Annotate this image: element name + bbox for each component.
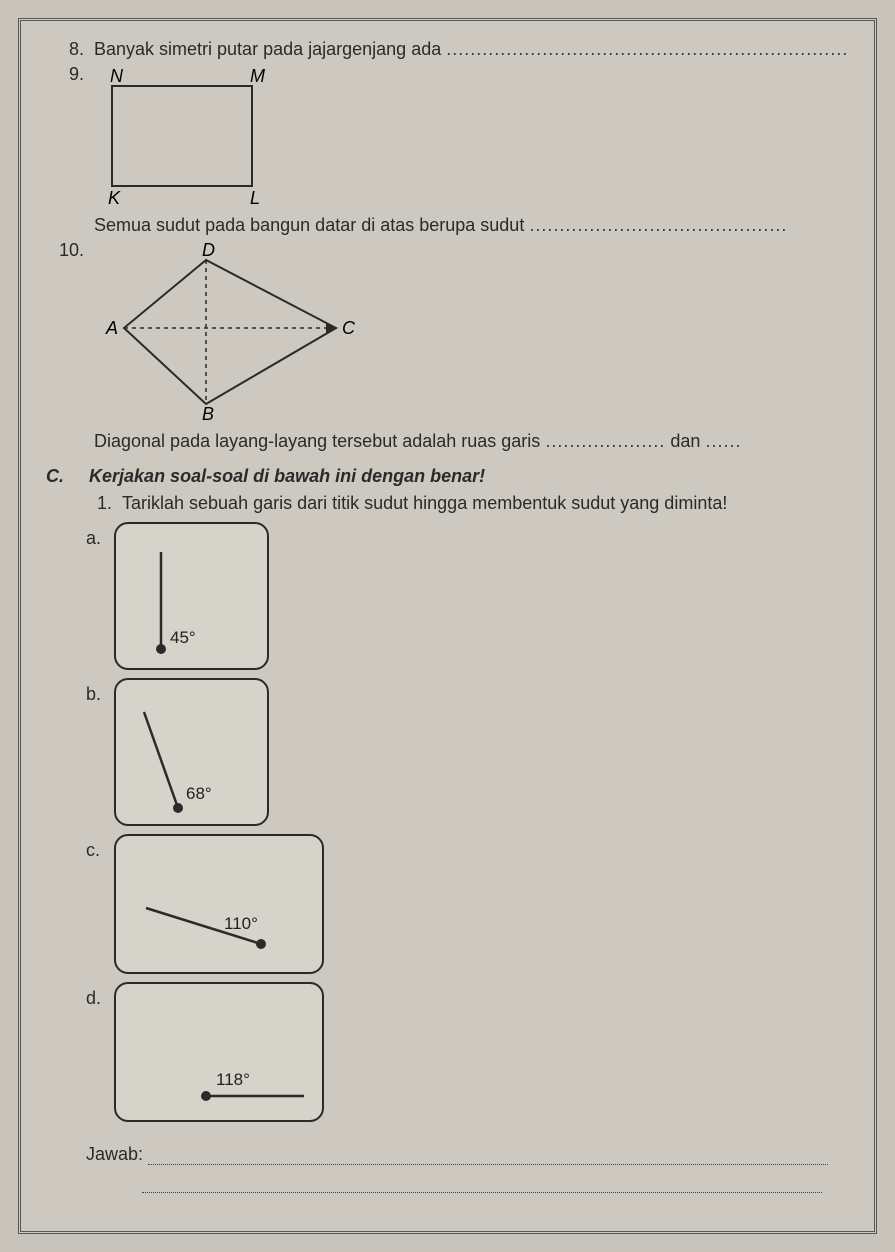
kite-label-A: A: [105, 318, 118, 338]
q9-body: N M K L Semua sudut pada bangun datar di…: [94, 64, 849, 236]
c1-c-angle: 110°: [224, 914, 258, 934]
q8-body: Banyak simetri putar pada jajargenjang a…: [94, 39, 849, 60]
c1-d-box[interactable]: 118°: [114, 982, 324, 1122]
c1-item-b: b. 68°: [86, 678, 849, 826]
jawab-row: Jawab:: [86, 1144, 849, 1165]
square-label-K: K: [108, 188, 121, 206]
c1-item-c: c. 110°: [86, 834, 849, 974]
c1-d-vertex: [201, 1091, 211, 1101]
c1-text: Tariklah sebuah garis dari titik sudut h…: [122, 493, 727, 514]
square-label-L: L: [250, 188, 260, 206]
c1-b-box[interactable]: 68°: [114, 678, 269, 826]
c1-c-box[interactable]: 110°: [114, 834, 324, 974]
jawab-line-2[interactable]: [142, 1165, 822, 1193]
kite-label-B: B: [202, 404, 214, 422]
q8-text: Banyak simetri putar pada jajargenjang a…: [94, 39, 441, 59]
kite-diagram: D A C B: [104, 242, 364, 422]
c1-d-angle: 118°: [216, 1070, 250, 1090]
c1-d-svg: [116, 984, 322, 1120]
c1-d-label: d.: [86, 982, 114, 1009]
jawab-line-1[interactable]: [148, 1164, 828, 1165]
c1-number: 1.: [84, 493, 122, 514]
page-frame: 8. Banyak simetri putar pada jajargenjan…: [18, 18, 877, 1234]
section-c-header: C. Kerjakan soal-soal di bawah ini denga…: [46, 466, 849, 487]
q9-text: Semua sudut pada bangun datar di atas be…: [94, 215, 524, 235]
square-label-N: N: [110, 66, 124, 86]
c1-c-vertex: [256, 939, 266, 949]
question-10: 10. D A C B Diagonal pada layang-layang …: [46, 240, 849, 452]
q10-blank2[interactable]: ......: [705, 431, 741, 451]
kite-shape: [124, 260, 336, 404]
c1-a-box[interactable]: 45°: [114, 522, 269, 670]
section-c-label: C.: [46, 466, 84, 487]
q9-blank[interactable]: ........................................…: [529, 215, 787, 235]
c1-item-a: a. 45°: [86, 522, 849, 670]
kite-label-C: C: [342, 318, 356, 338]
q9-number: 9.: [46, 64, 94, 236]
q8-blank[interactable]: ........................................…: [446, 39, 848, 59]
c1-a-vertex: [156, 644, 166, 654]
kite-label-D: D: [202, 242, 215, 260]
jawab-label: Jawab:: [86, 1144, 143, 1164]
c1-a-angle: 45°: [170, 628, 196, 648]
c1-item-d: d. 118°: [86, 982, 849, 1122]
q10-number: 10.: [46, 240, 94, 452]
question-9: 9. N M K L Semua sudut pada bangun datar…: [46, 64, 849, 236]
q8-number: 8.: [46, 39, 94, 60]
q10-text-row: Diagonal pada layang-layang tersebut ada…: [94, 431, 849, 452]
c1-b-angle: 68°: [186, 784, 212, 804]
q10-text: Diagonal pada layang-layang tersebut ada…: [94, 431, 540, 451]
c1-b-line: [144, 712, 178, 808]
q10-blank1[interactable]: ....................: [545, 431, 665, 451]
square-diagram: N M K L: [100, 66, 270, 206]
c1-c-svg: [116, 836, 322, 972]
square-label-M: M: [250, 66, 265, 86]
c1-b-label: b.: [86, 678, 114, 705]
q10-dan: dan: [670, 431, 700, 451]
q10-body: D A C B Diagonal pada layang-layang ters…: [94, 240, 849, 452]
c1-b-vertex: [173, 803, 183, 813]
c1-a-label: a.: [86, 522, 114, 549]
section-c-title: Kerjakan soal-soal di bawah ini dengan b…: [89, 466, 485, 486]
q9-text-row: Semua sudut pada bangun datar di atas be…: [94, 215, 849, 236]
question-c1: 1. Tariklah sebuah garis dari titik sudu…: [84, 493, 849, 514]
question-8: 8. Banyak simetri putar pada jajargenjan…: [46, 39, 849, 60]
c1-c-label: c.: [86, 834, 114, 861]
square-shape: [112, 86, 252, 186]
